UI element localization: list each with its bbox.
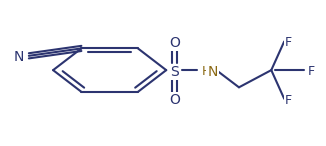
Text: F: F: [307, 65, 315, 78]
Text: S: S: [170, 65, 179, 79]
Text: N: N: [14, 50, 24, 64]
Text: O: O: [169, 93, 180, 107]
Text: O: O: [169, 36, 180, 50]
Text: N: N: [207, 65, 218, 79]
Text: F: F: [285, 36, 292, 49]
Text: H: H: [202, 65, 211, 78]
Text: F: F: [285, 94, 292, 107]
